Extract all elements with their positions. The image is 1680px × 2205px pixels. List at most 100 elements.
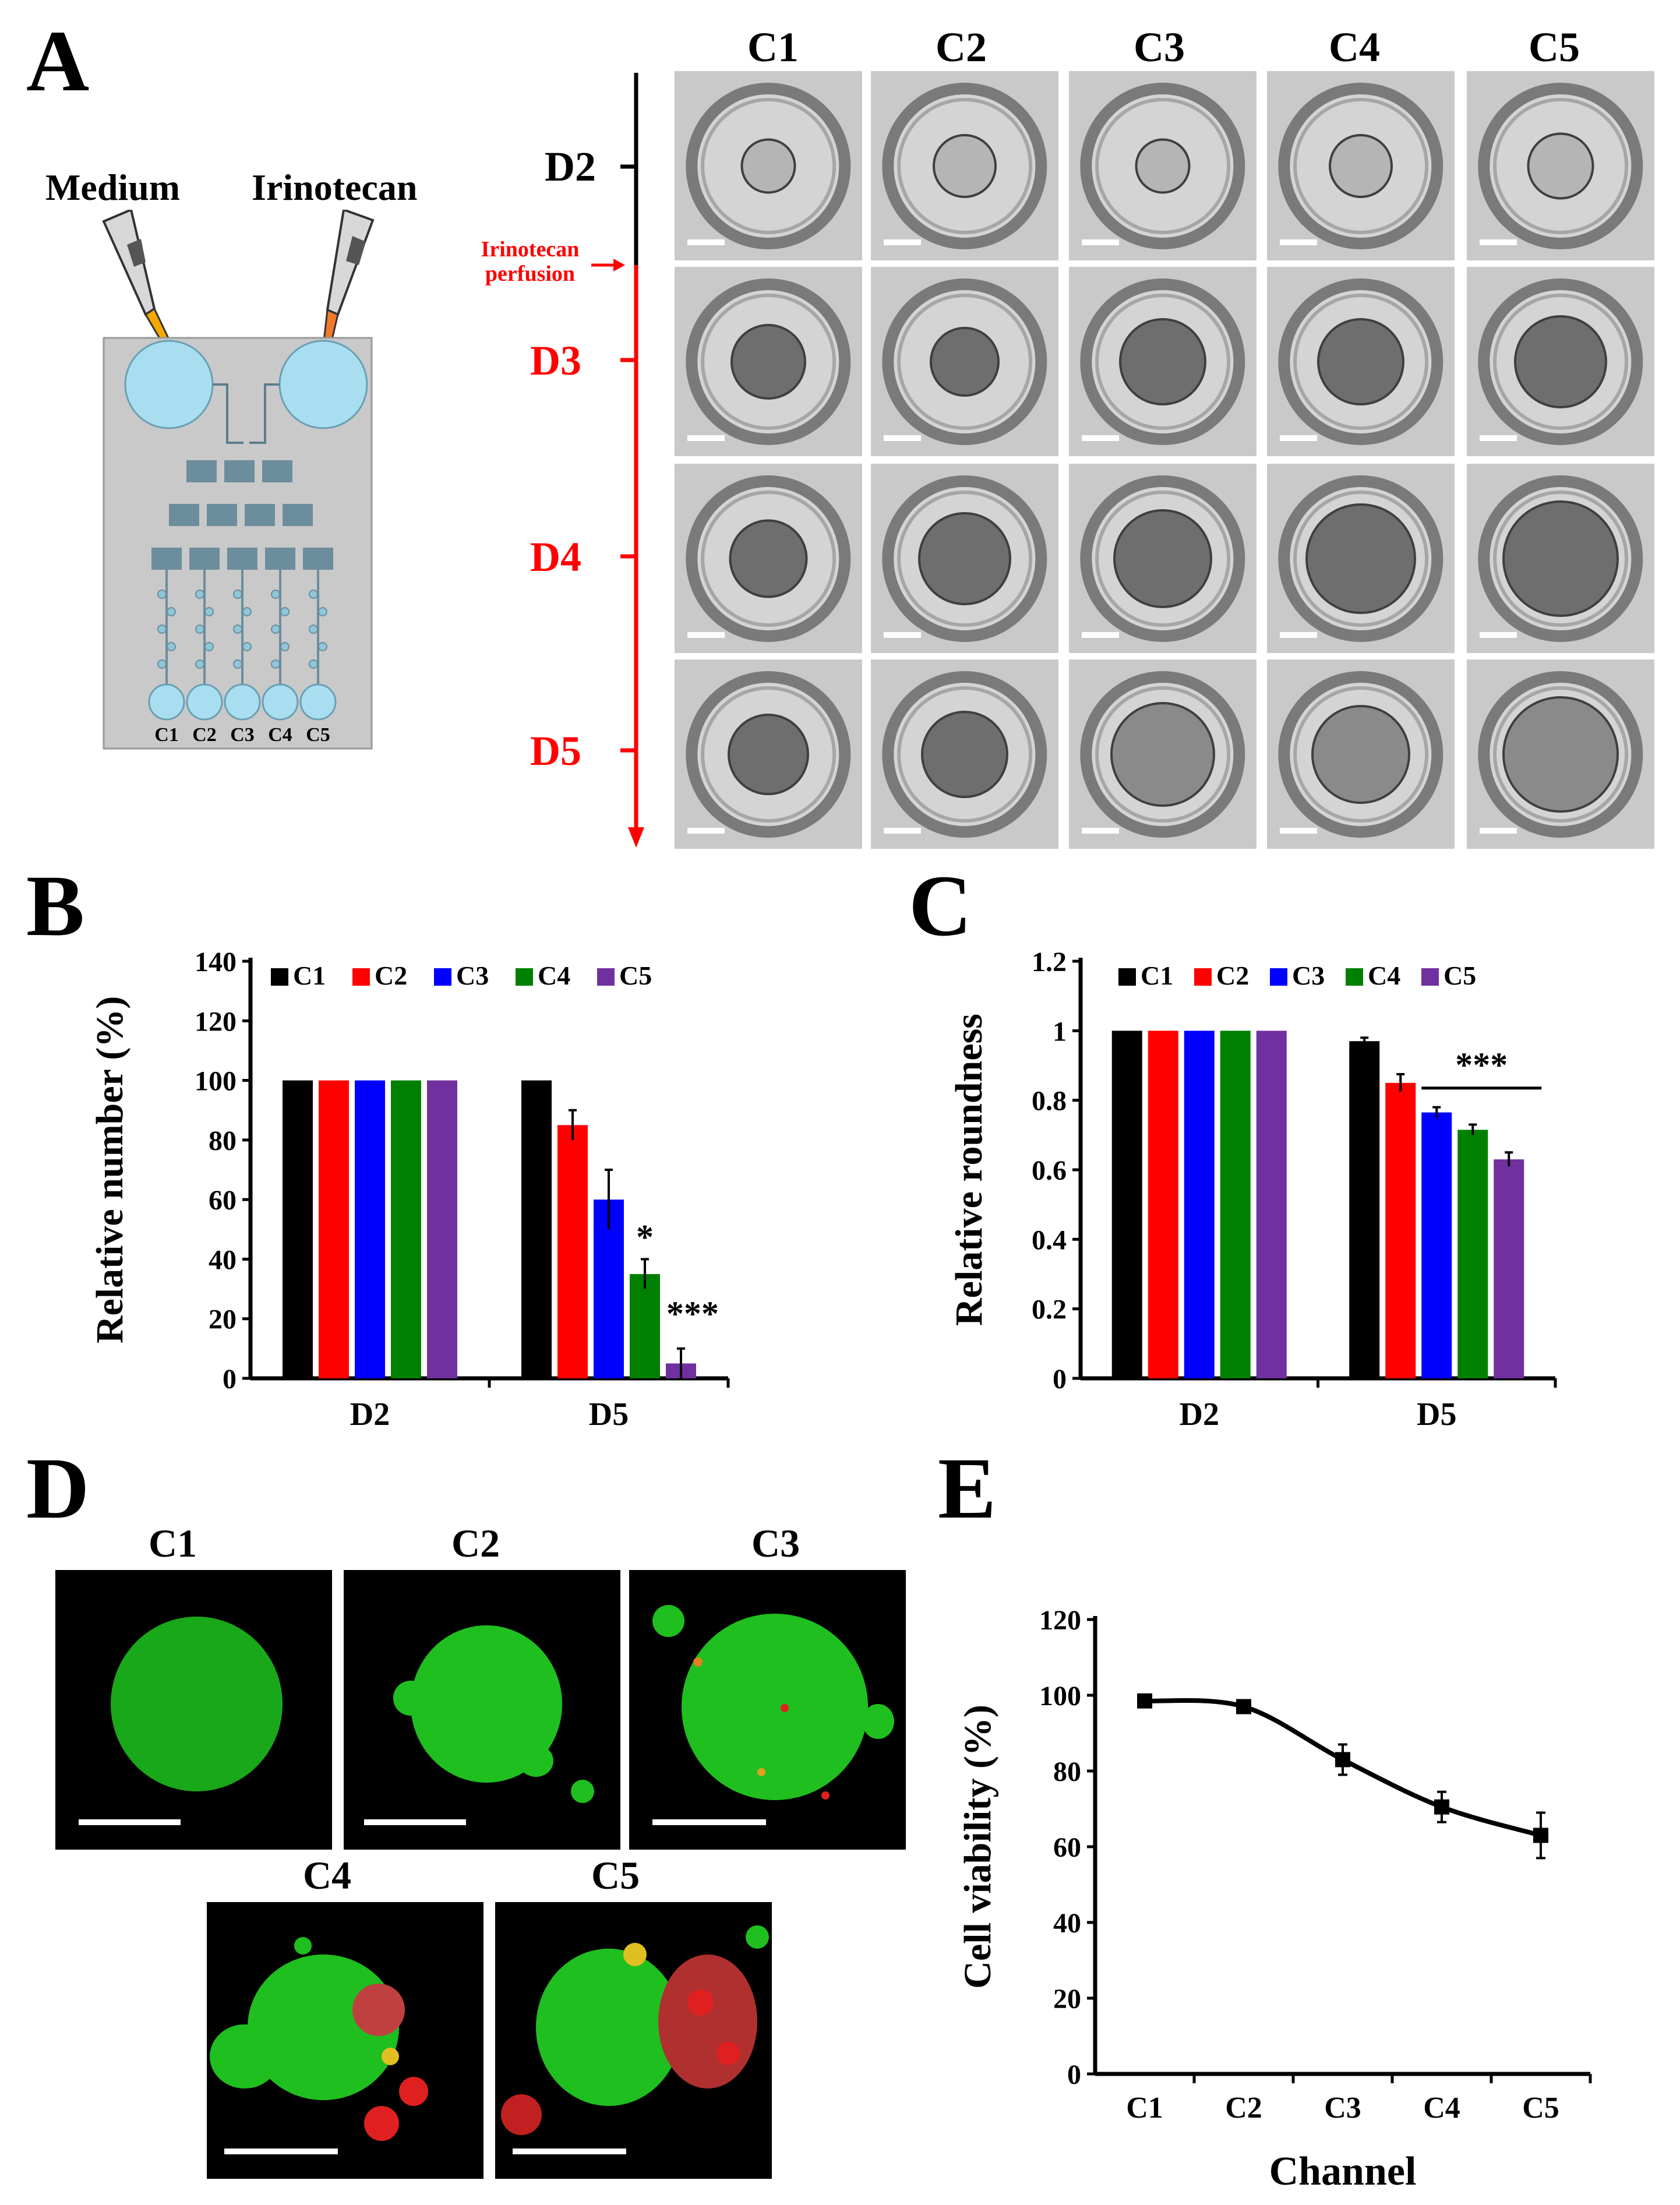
micrograph-d5-c1: [675, 659, 862, 849]
fluo-label-c5: C5: [591, 1853, 640, 1897]
micrograph-d5-c4: [1267, 659, 1455, 849]
c-ytick-label: 0.8: [1032, 1086, 1067, 1117]
b-legend-swatch-c2: [352, 968, 370, 986]
fluo-label-c4: C4: [303, 1853, 352, 1897]
e-ytick-label: 120: [1039, 1605, 1081, 1636]
c-bar-c1-d5: [1349, 1041, 1380, 1378]
c-legend-label-c1: C1: [1141, 961, 1173, 990]
b-ytick-label: 0: [223, 1364, 237, 1395]
day-label-d3: D3: [530, 337, 581, 384]
chip-well-c4: [262, 683, 299, 721]
c-legend-label-c3: C3: [1292, 961, 1325, 990]
b-category-label: D5: [589, 1396, 629, 1433]
medium-pipette-icon: [102, 210, 181, 366]
b-legend-swatch-c3: [434, 968, 451, 986]
panel-letter-c: C: [909, 858, 972, 954]
micrograph-d3-c4: [1267, 267, 1455, 456]
b-legend-swatch-c1: [271, 968, 288, 986]
micrograph-d4-c3: [1069, 464, 1257, 653]
column-label-c4: C4: [1329, 24, 1380, 70]
b-legend-swatch-c5: [597, 968, 615, 986]
micrograph-d3-c1: [675, 267, 862, 456]
micrograph-d4-c5: [1467, 464, 1654, 653]
micrograph-d2-c4: [1267, 71, 1455, 260]
fluo-label-c3: C3: [751, 1521, 800, 1565]
c-legend-swatch-c3: [1270, 968, 1287, 986]
chip-label-c3: C3: [230, 724, 255, 746]
chart-relative-roundness: 0 0.2 0.4 0.6 0.8 1 1.2 Relative roundness D2 D5 C…: [950, 947, 1557, 1433]
c-category-label: D5: [1417, 1396, 1456, 1433]
day-label-d2: D2: [545, 143, 596, 190]
micrograph-d2-c3: [1069, 71, 1257, 260]
e-ytick-label: 80: [1053, 1756, 1081, 1787]
c-legend-swatch-c4: [1346, 968, 1363, 986]
micrograph-d2-c5: [1467, 71, 1654, 260]
e-ytick-label: 100: [1039, 1681, 1081, 1712]
micrograph-d4-c2: [871, 464, 1058, 653]
b-ytick-label: 20: [209, 1304, 237, 1335]
c-bar-c2-d2: [1148, 1031, 1178, 1378]
irinotecan-label: Irinotecan: [252, 167, 418, 208]
c-ytick-label: 0: [1053, 1364, 1067, 1395]
e-ytick-label: 60: [1053, 1832, 1081, 1863]
chip-schematic: C1 C2 C3 C4 C5: [102, 210, 375, 750]
perfusion-arrow-icon: [591, 259, 625, 271]
b-ytick-label: 140: [195, 947, 237, 978]
c-ytick-label: 0.6: [1032, 1155, 1067, 1186]
e-y-label: Cell viability (%): [957, 1705, 999, 1989]
b-bar-c4-d5: [630, 1274, 660, 1378]
perfusion-label-line1: Irinotecan: [481, 237, 580, 262]
column-label-c1: C1: [747, 24, 799, 70]
perfusion-label: Irinotecan perfusion: [466, 237, 594, 287]
medium-label: Medium: [45, 167, 181, 208]
panel-letter-b: B: [26, 858, 85, 954]
c-bar-c2-d5: [1385, 1082, 1416, 1378]
b-ytick-label: 40: [209, 1244, 237, 1275]
b-bar-c2-d2: [319, 1080, 349, 1378]
micrograph-d3-c5: [1467, 267, 1654, 456]
micrograph-d4-c1: [675, 464, 862, 653]
e-point-c3: [1335, 1752, 1350, 1767]
column-label-c3: C3: [1134, 24, 1185, 70]
c-legend-swatch-c2: [1194, 968, 1212, 986]
day-label-d4: D4: [530, 534, 581, 580]
b-ytick-label: 100: [195, 1066, 237, 1097]
chip-label-c5: C5: [306, 724, 330, 746]
b-legend-label-c4: C4: [538, 961, 570, 990]
b-ytick-label: 60: [209, 1185, 237, 1216]
column-label-c5: C5: [1529, 24, 1580, 70]
b-bar-c3-d2: [355, 1080, 385, 1378]
panel-letter-e: E: [938, 1440, 997, 1537]
b-legend-label-c2: C2: [375, 961, 407, 990]
panel-letter-a: A: [26, 13, 90, 110]
e-category-label-c3: C3: [1324, 2091, 1361, 2125]
chart-relative-number: 0 20 40 60 80 100 120 140 Relative number (%) D2 D…: [89, 947, 730, 1433]
b-bar-c1-d2: [283, 1080, 313, 1378]
c-bar-c3-d5: [1421, 1112, 1452, 1378]
timeline-axis: [620, 73, 644, 848]
e-x-label: Channel: [1269, 2149, 1417, 2194]
e-point-c1: [1137, 1693, 1152, 1709]
b-bar-c4-d2: [391, 1080, 421, 1378]
c-y-label: Relative roundness: [950, 1014, 990, 1326]
chip-well-c3: [224, 683, 261, 721]
micrograph-d3-c3: [1069, 267, 1257, 456]
c-legend-label-c5: C5: [1443, 961, 1476, 990]
b-bar-c2-d5: [557, 1125, 588, 1378]
chip-well-c2: [186, 683, 223, 721]
c-annotation-bracket: ***: [1455, 1046, 1508, 1084]
micrograph-d2-c2: [871, 71, 1058, 260]
e-point-c5: [1533, 1827, 1548, 1843]
e-ytick-label: 20: [1053, 1984, 1081, 2015]
fluorescence-image-c3: [629, 1570, 906, 1850]
b-bar-c1-d5: [521, 1080, 552, 1378]
chart-cell-viability: 0 20 40 60 80 100 120 Cell viability (%) Channel…: [957, 1605, 1592, 2194]
medium-reservoir: [124, 340, 214, 429]
fluo-label-c2: C2: [451, 1521, 500, 1565]
micrograph-d5-c3: [1069, 659, 1257, 849]
c-ytick-label: 1.2: [1032, 947, 1067, 978]
drug-reservoir: [278, 340, 368, 429]
b-legend-label-c3: C3: [456, 961, 489, 990]
b-legend-label-c5: C5: [619, 961, 652, 990]
day-label-d5: D5: [530, 728, 581, 774]
